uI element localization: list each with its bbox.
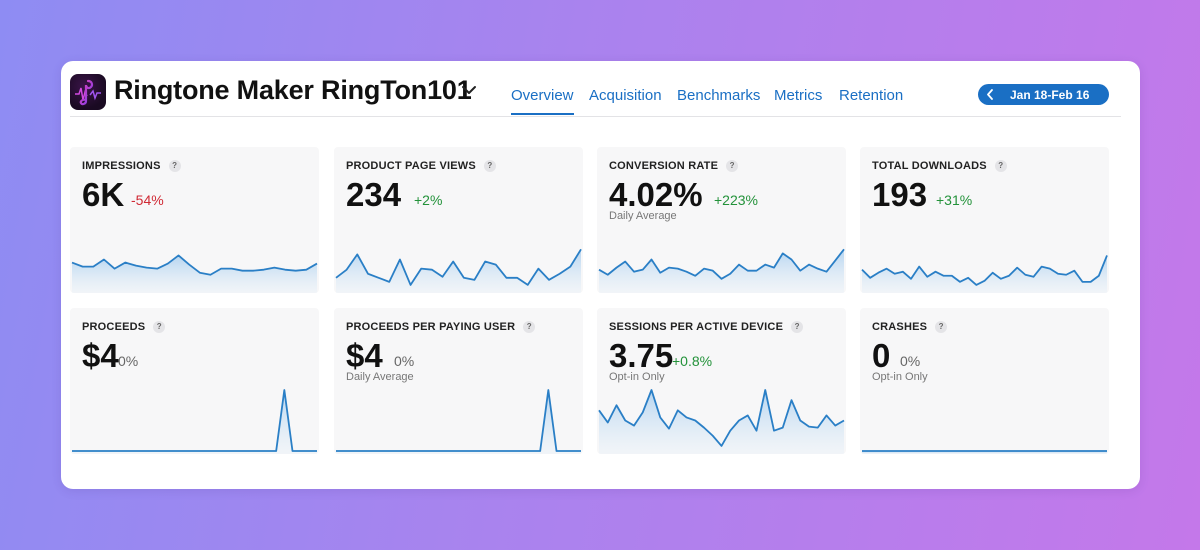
metric-label-text: PROCEEDS [82, 321, 146, 333]
music-note-app-icon [70, 74, 106, 110]
date-range-label: Jan 18-Feb 16 [1010, 88, 1090, 102]
help-icon[interactable]: ? [483, 160, 496, 172]
tab-retention[interactable]: Retention [839, 87, 904, 104]
chevron-left-icon[interactable] [986, 89, 994, 100]
help-icon[interactable]: ? [523, 321, 536, 333]
metric-value: $4 [82, 337, 119, 374]
sparkline-chart [71, 254, 318, 293]
metric-label: PROCEEDS PER PAYING USER? [346, 321, 536, 333]
metric-subtitle: Daily Average [346, 371, 414, 383]
metric-card-product-page-views[interactable]: PRODUCT PAGE VIEWS? 234 +2% [334, 147, 583, 293]
sparkline-chart [72, 389, 317, 454]
metric-label: TOTAL DOWNLOADS? [872, 160, 1007, 172]
metric-subtitle: Daily Average [609, 210, 677, 222]
tab-acquisition[interactable]: Acquisition [589, 87, 662, 104]
help-icon[interactable]: ? [791, 321, 804, 333]
tab-benchmarks[interactable]: Benchmarks [677, 87, 761, 104]
metric-card-proceeds[interactable]: PROCEEDS? $4 0% [70, 308, 319, 454]
analytics-panel: Ringtone Maker RingTon101 Overview Acqui… [61, 61, 1140, 489]
metric-delta: 0% [118, 353, 139, 369]
tab-overview[interactable]: Overview [511, 87, 574, 115]
metric-card-total-downloads[interactable]: TOTAL DOWNLOADS? 193 +31% [860, 147, 1109, 293]
sparkline-area [72, 255, 317, 293]
metric-subtitle: Opt-in Only [872, 371, 928, 383]
metric-label-text: IMPRESSIONS [82, 160, 161, 172]
sparkline-chart [862, 450, 1107, 454]
metric-value: $4 [346, 337, 383, 374]
help-icon[interactable]: ? [168, 160, 181, 172]
sparkline-chart [336, 389, 581, 454]
sparkline-chart [861, 255, 1108, 293]
metric-delta: 0% [900, 353, 921, 369]
metric-value: 3.75 [609, 337, 674, 374]
help-icon[interactable]: ? [153, 321, 166, 333]
metric-value: 6K [82, 176, 125, 213]
metric-card-impressions[interactable]: IMPRESSIONS? 6K -54% [70, 147, 319, 293]
metric-card-sessions-per-active-device[interactable]: SESSIONS PER ACTIVE DEVICE? 3.75 +0.8% Opt-… [597, 308, 846, 454]
metric-label-text: PRODUCT PAGE VIEWS [346, 160, 476, 172]
metric-label: CONVERSION RATE? [609, 160, 739, 172]
metric-label-text: PROCEEDS PER PAYING USER [346, 321, 516, 333]
sparkline-area [599, 249, 844, 293]
metric-card-proceeds-per-paying-user[interactable]: PROCEEDS PER PAYING USER? $4 0% Daily Avera… [334, 308, 583, 454]
metric-card-crashes[interactable]: CRASHES? 0 0% Opt-in Only [860, 308, 1109, 454]
sparkline-line [71, 254, 318, 276]
metric-delta: -54% [131, 192, 164, 208]
metric-delta: +223% [714, 192, 758, 208]
metric-delta: +2% [414, 192, 443, 208]
metric-label-text: CRASHES [872, 321, 928, 333]
sparkline-line [598, 248, 845, 280]
date-range-picker[interactable]: Jan 18-Feb 16 [978, 84, 1109, 105]
help-icon[interactable]: ? [994, 160, 1007, 172]
metric-label: SESSIONS PER ACTIVE DEVICE? [609, 321, 804, 333]
metric-delta: +31% [936, 192, 973, 208]
metric-subtitle: Opt-in Only [609, 371, 665, 383]
metric-label: PRODUCT PAGE VIEWS? [346, 160, 496, 172]
sparkline-chart [598, 389, 845, 454]
metric-label-text: TOTAL DOWNLOADS [872, 160, 987, 172]
metric-label-text: CONVERSION RATE [609, 160, 719, 172]
metric-value: 0 [872, 337, 891, 374]
sparkline-line [861, 255, 1108, 286]
sparkline-line [335, 248, 582, 286]
help-icon[interactable]: ? [935, 321, 948, 333]
sparkline-area [862, 255, 1107, 293]
help-icon[interactable]: ? [726, 160, 739, 172]
app-header: Ringtone Maker RingTon101 Overview Acqui… [70, 73, 1121, 117]
app-title: Ringtone Maker RingTon101 [114, 75, 472, 105]
chevron-down-icon[interactable] [460, 81, 478, 99]
sparkline-line [598, 389, 845, 447]
sparkline-area [599, 390, 844, 454]
sparkline-line [72, 389, 317, 452]
tab-metrics[interactable]: Metrics [774, 87, 823, 104]
metric-card-conversion-rate[interactable]: CONVERSION RATE? 4.02% +223% Daily Average [597, 147, 846, 293]
metric-value: 234 [346, 176, 402, 213]
metric-label: PROCEEDS? [82, 321, 166, 333]
metric-label: IMPRESSIONS? [82, 160, 181, 172]
metric-value: 193 [872, 176, 928, 213]
sparkline-line [336, 389, 581, 452]
metric-label: CRASHES? [872, 321, 948, 333]
sparkline-chart [598, 248, 845, 293]
metric-delta: +0.8% [672, 353, 713, 369]
metric-delta: 0% [394, 353, 415, 369]
metric-value: 4.02% [609, 176, 703, 213]
sparkline-chart [335, 248, 582, 293]
metric-label-text: SESSIONS PER ACTIVE DEVICE [609, 321, 784, 333]
